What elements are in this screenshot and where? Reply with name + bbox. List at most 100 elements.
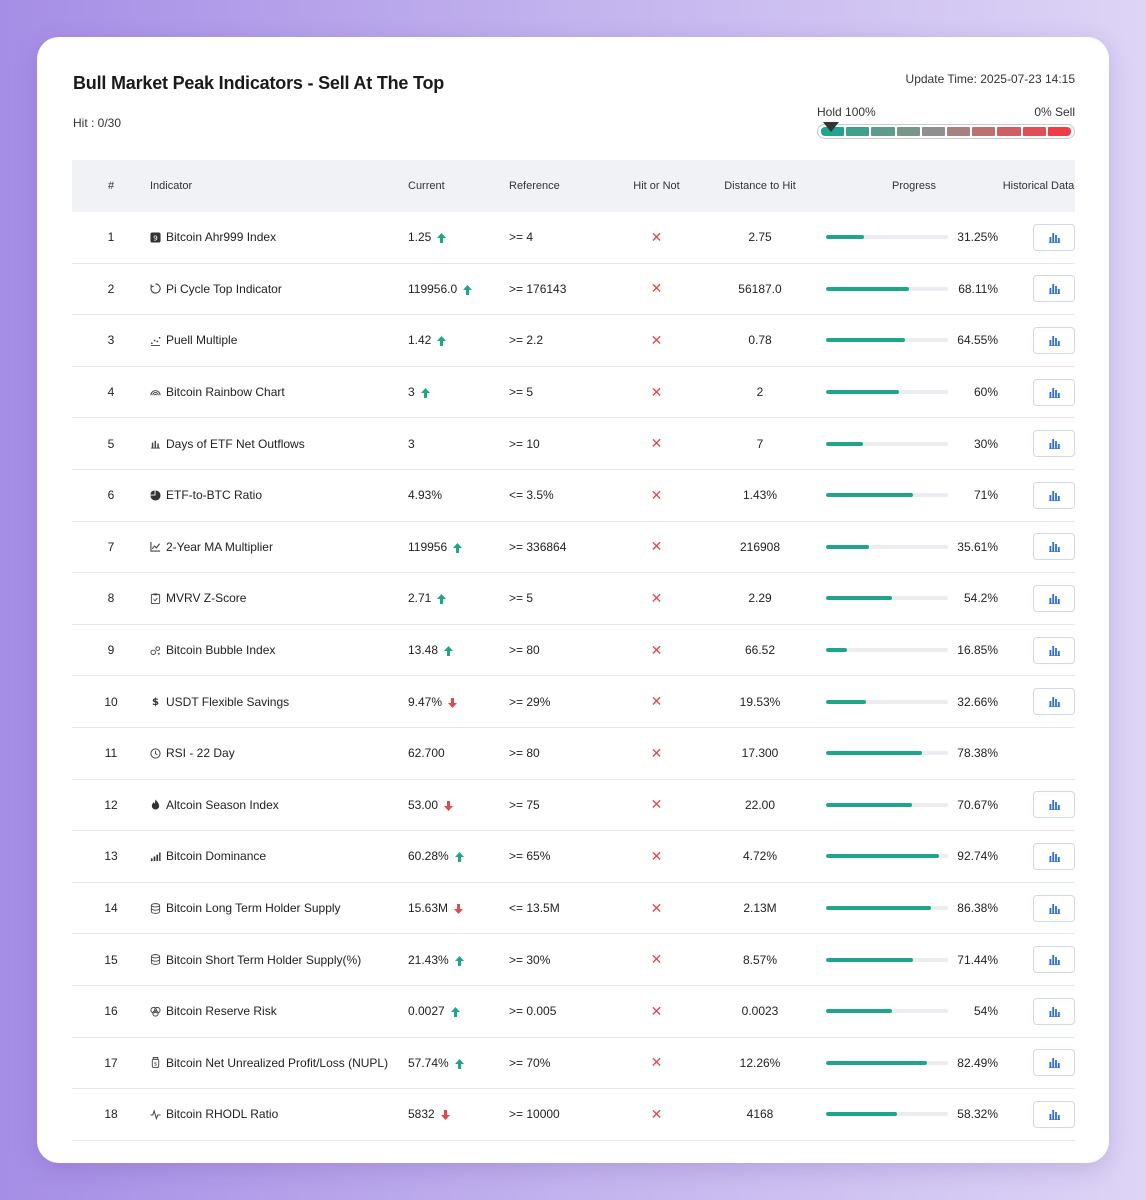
current-value: 119956 [408, 539, 448, 554]
indicator-cell[interactable]: Altcoin Season Index [150, 798, 408, 812]
progress-fill [826, 1112, 898, 1117]
progress-fill [826, 802, 913, 807]
historical-data-button[interactable] [1033, 1100, 1075, 1128]
table-row: 18 Bitcoin RHODL Ratio 5832 >= 10000 ✕ 4168 58… [72, 1089, 1075, 1141]
table-row: 6 ETF-to-BTC Ratio 4.93% <= 3.5% ✕ 1.43% 71% [72, 470, 1075, 522]
indicator-cell[interactable]: 9 Bitcoin Ahr999 Index [150, 230, 408, 244]
progress-cell: 68.11% [826, 282, 1002, 296]
bar-chart-icon [1048, 1006, 1060, 1017]
reference-value: <= 3.5% [509, 488, 554, 503]
progress-percent: 60% [973, 385, 998, 400]
indicator-name: Days of ETF Net Outflows [166, 436, 305, 451]
up-arrow-icon [420, 387, 430, 399]
ahr999-icon: 9 [150, 232, 161, 243]
historical-data-button[interactable] [1033, 1049, 1075, 1077]
current-cell: 1.25 [408, 230, 509, 244]
current-cell: 119956 [408, 540, 509, 554]
progress-percent: 30% [973, 436, 998, 451]
progress-bar [826, 1112, 948, 1117]
table-row: 12 Altcoin Season Index 53.00 >= 75 ✕ 22.00 70… [72, 780, 1075, 832]
progress-percent: 32.66% [957, 694, 998, 709]
indicator-cell[interactable]: Bitcoin Bubble Index [150, 643, 408, 657]
indicator-cell[interactable]: 2-Year MA Multiplier [150, 540, 408, 554]
current-value: 2.71 [408, 591, 432, 606]
bar-chart-icon [1048, 387, 1060, 398]
progress-cell: 71.44% [826, 953, 1002, 967]
reference-value: >= 5 [509, 385, 534, 400]
historical-data-button[interactable] [1033, 842, 1075, 870]
indicator-cell[interactable]: Bitcoin Rainbow Chart [150, 385, 408, 399]
hit-cell: ✕ [619, 487, 694, 504]
indicator-name: Altcoin Season Index [166, 797, 279, 812]
indicator-cell[interactable]: Bitcoin Short Term Holder Supply(%) [150, 953, 408, 967]
gauge-segment [896, 127, 920, 136]
current-cell: 13.48 [408, 643, 509, 657]
indicator-cell[interactable]: $ Bitcoin Net Unrealized Profit/Loss (NUP… [150, 1056, 408, 1070]
progress-percent: 82.49% [957, 1055, 998, 1070]
progress-fill [826, 699, 866, 704]
progress-cell: 70.67% [826, 798, 1002, 812]
progress-bar [826, 1060, 948, 1065]
indicator-cell[interactable]: ETF-to-BTC Ratio [150, 488, 408, 502]
row-number: 5 [107, 436, 115, 451]
historical-data-button[interactable] [1033, 223, 1075, 251]
header-reference: Reference [509, 180, 560, 192]
historical-data-button[interactable] [1033, 430, 1075, 458]
bar-chart-icon [1048, 954, 1060, 966]
distance-value: 1.43% [742, 488, 778, 503]
row-number: 4 [107, 385, 115, 400]
progress-fill [826, 286, 910, 291]
historical-data-button[interactable] [1033, 275, 1075, 303]
indicator-cell[interactable]: MVRV Z-Score [150, 591, 408, 605]
historical-data-button[interactable] [1033, 584, 1075, 612]
bar-chart-icon [1048, 903, 1060, 914]
indicator-cell[interactable]: Bitcoin Dominance [150, 849, 408, 863]
historical-data-button[interactable] [1033, 533, 1075, 561]
progress-bar [826, 699, 948, 704]
historical-data-button[interactable] [1033, 997, 1075, 1025]
historical-cell [1002, 842, 1075, 870]
pulse-icon [150, 1109, 161, 1120]
indicator-cell[interactable]: Bitcoin Long Term Holder Supply [150, 901, 408, 915]
indicator-cell[interactable]: Bitcoin Reserve Risk [150, 1004, 408, 1018]
reference-value: >= 80 [509, 643, 540, 658]
miss-x-icon: ✕ [650, 796, 663, 813]
miss-x-icon: ✕ [650, 847, 663, 864]
historical-data-button[interactable] [1033, 946, 1075, 974]
reference-value: >= 30% [509, 952, 551, 967]
progress-cell: 86.38% [826, 901, 1002, 915]
historical-data-button[interactable] [1033, 791, 1075, 819]
historical-cell [1002, 688, 1075, 716]
progress-cell: 71% [826, 488, 1002, 502]
indicator-cell[interactable]: RSI - 22 Day [150, 746, 408, 760]
database-icon [150, 954, 161, 965]
hit-cell: ✕ [619, 538, 694, 555]
historical-data-button[interactable] [1033, 894, 1075, 922]
indicator-cell[interactable]: Days of ETF Net Outflows [150, 437, 408, 451]
page-title: Bull Market Peak Indicators - Sell At Th… [73, 73, 445, 93]
progress-bar [826, 286, 948, 291]
row-number: 8 [107, 591, 115, 606]
distance-value: 216908 [739, 539, 781, 554]
progress-bar [826, 390, 948, 395]
indicator-cell[interactable]: Bitcoin RHODL Ratio [150, 1107, 408, 1121]
row-number: 1 [107, 230, 115, 245]
historical-data-button[interactable] [1033, 378, 1075, 406]
header-num: # [107, 180, 115, 192]
indicator-cell[interactable]: $ USDT Flexible Savings [150, 695, 408, 709]
indicator-cell[interactable]: Pi Cycle Top Indicator [150, 282, 408, 296]
hit-cell: ✕ [619, 900, 694, 917]
up-arrow-icon [453, 542, 463, 553]
hit-cell: ✕ [619, 951, 694, 968]
historical-data-button[interactable] [1033, 481, 1075, 509]
historical-data-button[interactable] [1033, 636, 1075, 664]
hit-cell: ✕ [619, 332, 694, 349]
progress-percent: 86.38% [957, 901, 998, 916]
historical-data-button[interactable] [1033, 688, 1075, 716]
up-arrow-icon [444, 645, 454, 657]
current-value: 119956.0 [408, 281, 458, 296]
current-value: 1.25 [408, 230, 432, 245]
historical-data-button[interactable] [1033, 326, 1075, 354]
miss-x-icon: ✕ [650, 1105, 663, 1122]
indicator-cell[interactable]: Puell Multiple [150, 333, 408, 347]
